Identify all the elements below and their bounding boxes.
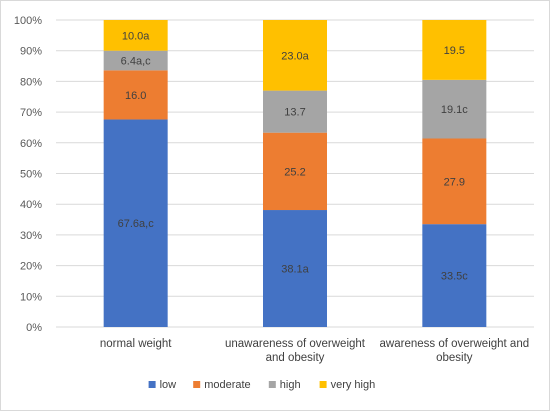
bar-segment xyxy=(422,79,487,139)
data-label: 16.0 xyxy=(125,90,146,102)
category-label-line: obesity xyxy=(436,352,473,364)
data-label: 33.5c xyxy=(441,271,468,283)
data-label: 19.1c xyxy=(441,104,468,116)
bar-segment xyxy=(422,138,487,225)
bar-segment xyxy=(422,224,487,327)
bar-segment xyxy=(103,119,168,327)
bar-segment xyxy=(263,210,327,327)
data-label: 6.4a,c xyxy=(121,56,151,68)
legend-swatch xyxy=(319,381,327,388)
category-label-line: and obesity xyxy=(266,352,325,364)
bar-segment xyxy=(422,20,487,80)
y-tick-label: 60% xyxy=(20,138,42,150)
data-label: 25.2 xyxy=(284,166,305,178)
bar-segment xyxy=(103,20,168,51)
y-tick-label: 80% xyxy=(20,76,42,88)
data-label: 19.5 xyxy=(444,45,465,57)
bar-segment xyxy=(263,90,327,133)
y-tick-label: 70% xyxy=(20,107,42,119)
legend-label: high xyxy=(280,379,301,391)
category-label: unawareness of overweight and obesity xyxy=(225,338,366,364)
data-label: 27.9 xyxy=(444,176,465,188)
y-tick-label: 20% xyxy=(20,261,42,273)
bar-segment xyxy=(263,20,327,91)
y-tick-label: 30% xyxy=(20,230,42,242)
legend-swatch xyxy=(268,381,276,388)
legend-label: moderate xyxy=(204,379,250,391)
bar-segment xyxy=(263,132,327,211)
category-label: normal weight xyxy=(100,338,172,350)
bar-segment xyxy=(103,50,168,71)
category-label-line: normal weight xyxy=(100,338,172,350)
data-label: 38.1a xyxy=(281,264,309,276)
legend-swatch xyxy=(148,381,156,388)
y-tick-label: 100% xyxy=(14,15,42,27)
data-label: 13.7 xyxy=(284,107,305,119)
y-tick-label: 0% xyxy=(26,322,42,334)
y-tick-label: 10% xyxy=(20,291,42,303)
y-tick-label: 50% xyxy=(20,169,42,181)
data-label: 67.6a,c xyxy=(118,218,155,230)
category-label-line: awareness of overweight and xyxy=(380,338,530,350)
bar-segment xyxy=(103,70,168,120)
legend-label: very high xyxy=(331,379,376,391)
data-label: 23.0a xyxy=(281,50,309,62)
legend-swatch xyxy=(193,381,201,388)
legend-label: low xyxy=(160,379,177,391)
category-label-line: unawareness of overweight xyxy=(225,338,366,350)
y-tick-label: 90% xyxy=(20,46,42,58)
category-label: awareness of overweight and obesity xyxy=(380,338,530,364)
y-tick-label: 40% xyxy=(20,199,42,211)
data-label: 10.0a xyxy=(122,30,150,42)
